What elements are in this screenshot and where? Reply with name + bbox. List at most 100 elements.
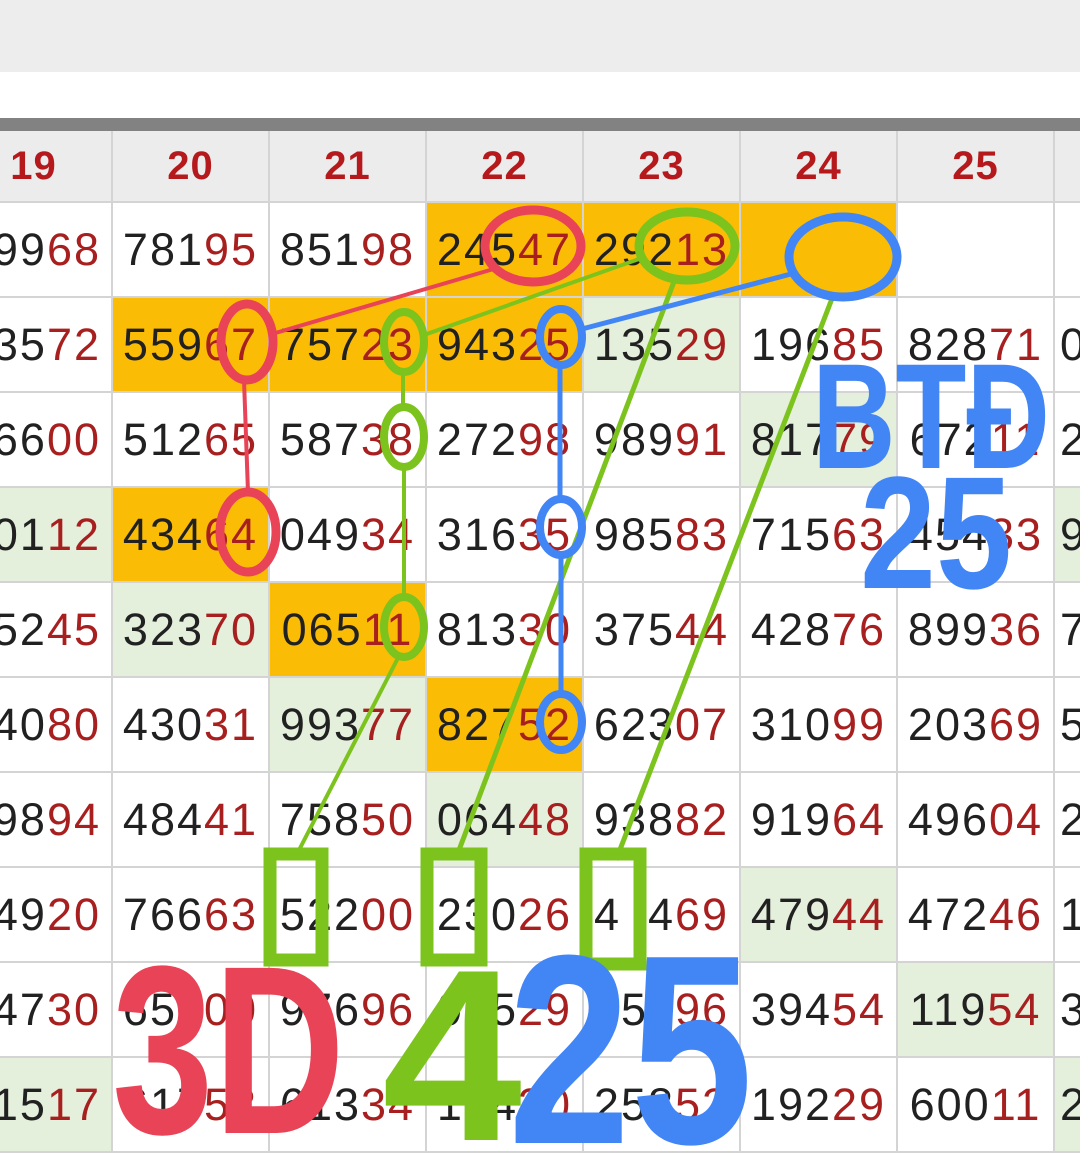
number-cell: 993 77: [270, 678, 427, 773]
digits-red: 11: [990, 413, 1042, 465]
number-cell: 4080: [0, 678, 113, 773]
digits-red: 38: [361, 413, 416, 465]
digits-red: 23: [361, 318, 416, 370]
digits-black: 119: [909, 983, 988, 1035]
number-cell: 3: [1055, 963, 1080, 1058]
digits-black: 196: [750, 318, 833, 370]
digits-black: 258: [593, 1078, 676, 1130]
column-header-24: 24: [741, 131, 898, 203]
digits-red: 26: [518, 888, 573, 940]
digits-red: 72: [46, 318, 101, 370]
digits-black: 40: [0, 698, 47, 750]
number-cell: 434 64: [113, 488, 270, 583]
digits-red: 95: [204, 223, 259, 275]
number-cell: 065 11: [270, 583, 427, 678]
number-cell: 757 23: [270, 298, 427, 393]
digits-red: 41: [204, 793, 259, 845]
digits-red: 98: [361, 223, 416, 275]
digits-red: 64: [204, 508, 259, 560]
digits-black: 49: [0, 888, 47, 940]
number-cell: 559 67: [113, 298, 270, 393]
digits-black: 064: [436, 793, 519, 845]
column-header-cut: [1055, 131, 1080, 203]
digits-black: 2: [1060, 1079, 1080, 1131]
column-header-25: 25: [898, 131, 1055, 203]
digits-black: 559: [122, 318, 205, 370]
digits-black: 245: [436, 223, 519, 275]
digits-black: 512: [122, 413, 205, 465]
number-cell: 119 54: [898, 963, 1055, 1058]
digits-black: 065: [281, 603, 363, 655]
digits-red: 44: [675, 603, 730, 655]
number-cell: 919 64: [741, 773, 898, 868]
digits-black: 623: [593, 698, 676, 750]
digits-black: 316: [436, 508, 519, 560]
digits-red: 11: [990, 1078, 1042, 1130]
number-cell: 827 52: [427, 678, 584, 773]
number-cell: 479 44: [741, 868, 898, 963]
digits-red: 76: [832, 603, 887, 655]
digits-red: 31: [204, 698, 259, 750]
digits-red: 96: [675, 983, 730, 1035]
digits-black: 2: [1060, 794, 1080, 846]
number-cell: 7: [1055, 583, 1080, 678]
digits-black: 600: [909, 1078, 991, 1130]
digits-red: 64: [832, 793, 887, 845]
digits-black: 817: [750, 413, 833, 465]
number-cell: 9968: [0, 203, 113, 298]
digits-red: 00: [204, 983, 259, 1035]
digits-red: 17: [46, 1078, 101, 1130]
number-cell: 655 00: [113, 963, 270, 1058]
number-cell: 899 36: [898, 583, 1055, 678]
digits-red: 12: [46, 508, 101, 560]
digits-black: 479: [750, 888, 833, 940]
column-header-19: 19: [0, 131, 113, 203]
number-cell: 230 26: [427, 868, 584, 963]
number-cell: 4730: [0, 963, 113, 1058]
digits-red: 29: [675, 318, 730, 370]
number-cell: 828 71: [898, 298, 1055, 393]
digits-red: 82: [675, 793, 730, 845]
digits-red: 30: [518, 1078, 573, 1130]
digits-black: 813: [436, 603, 519, 655]
digits-red: 47: [518, 223, 573, 275]
column-header-20: 20: [113, 131, 270, 203]
number-cell: 659 96: [584, 963, 741, 1058]
digits-black: 47: [0, 983, 47, 1035]
digits-black: 055: [436, 983, 519, 1035]
number-cell: 781 95: [113, 203, 270, 298]
top-band: [0, 0, 1080, 72]
digits-black: 272: [436, 413, 519, 465]
number-cell: 2: [1055, 1058, 1080, 1153]
digits-red: 36: [989, 603, 1044, 655]
number-cell: 5245: [0, 583, 113, 678]
digits-red: 29: [832, 1078, 887, 1130]
digits-red: 07: [675, 698, 730, 750]
digits-red: 52: [518, 698, 573, 750]
digits-red: 11: [362, 603, 414, 655]
digits-black: 659: [593, 983, 676, 1035]
digits-black: 98: [0, 793, 47, 845]
digits-black: 993: [279, 698, 362, 750]
number-cell: 192 29: [741, 1058, 898, 1153]
digits-red: 46: [989, 888, 1044, 940]
number-cell: 323 70: [113, 583, 270, 678]
digits-black: 5: [1060, 699, 1080, 751]
number-cell: 375 44: [584, 583, 741, 678]
number-cell: 196 85: [741, 298, 898, 393]
digits-black: 99: [0, 223, 47, 275]
digits-red: 71: [989, 318, 1044, 370]
digits-black: 617: [122, 1078, 205, 1130]
digits-black: 938: [593, 793, 676, 845]
digits-red: 20: [46, 888, 101, 940]
number-cell: 512 65: [113, 393, 270, 488]
number-cell: [741, 203, 898, 298]
number-cell: 813 30: [427, 583, 584, 678]
digits-red: 83: [675, 508, 730, 560]
white-band: [0, 72, 1080, 118]
number-cell: 272 98: [427, 393, 584, 488]
digits-black: 496: [907, 793, 990, 845]
digits-black: 851: [279, 223, 362, 275]
